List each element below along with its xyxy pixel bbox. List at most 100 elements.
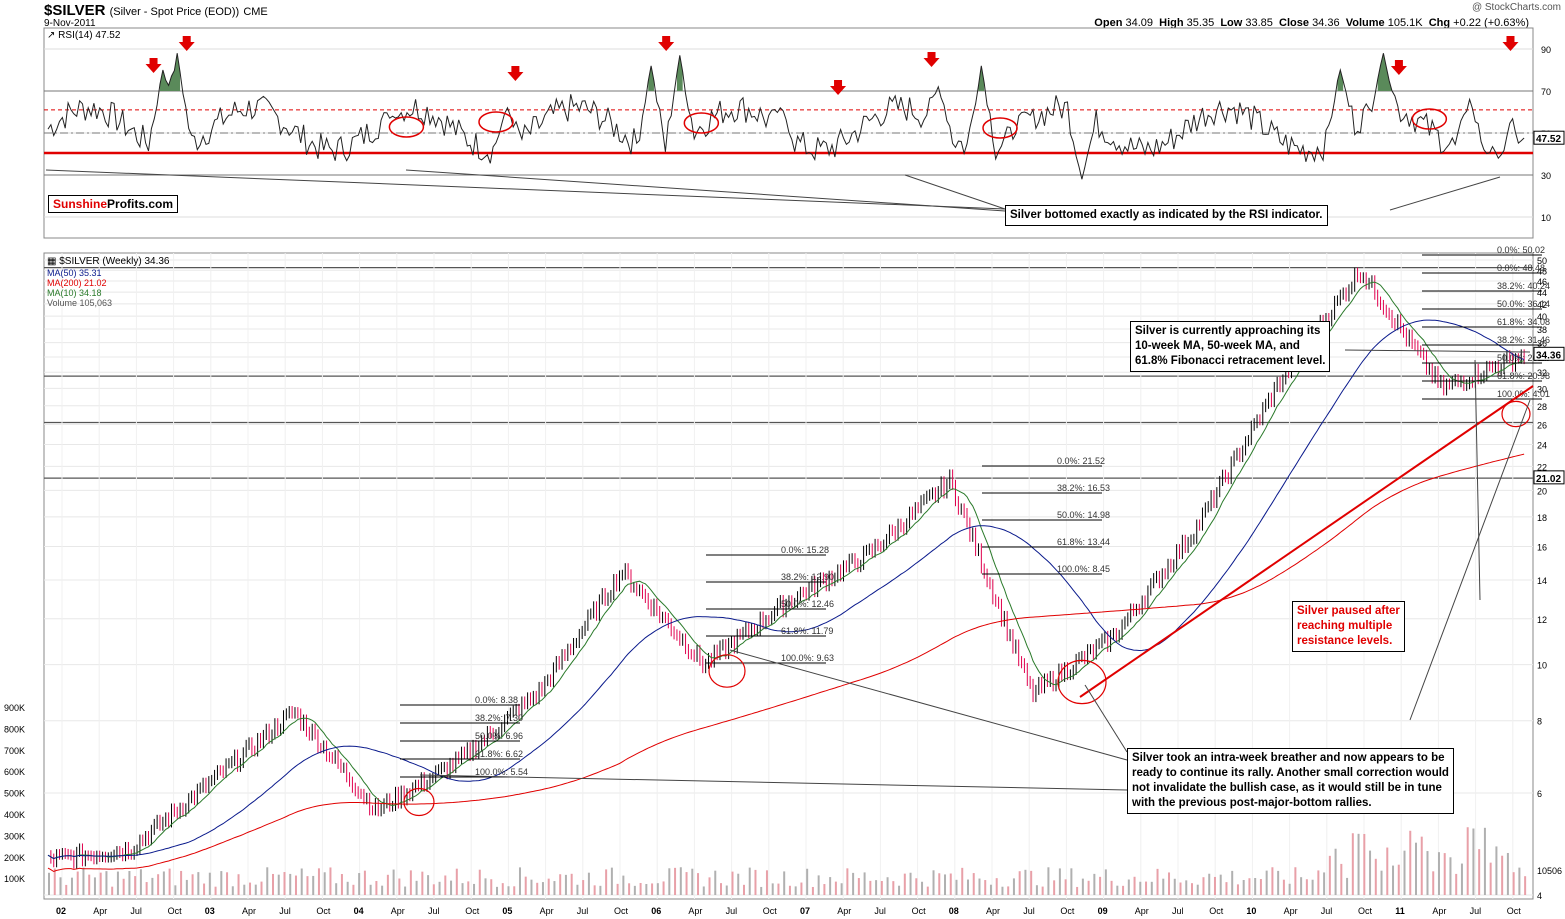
volume-bar bbox=[1070, 868, 1073, 895]
rsi-value-tag: 47.52 bbox=[1536, 134, 1561, 145]
volume-bar bbox=[737, 873, 740, 895]
volume-bar bbox=[720, 883, 723, 895]
volume-bar bbox=[1099, 876, 1102, 895]
x-tick-label: Jul bbox=[1172, 906, 1184, 916]
fibonacci-label: 38.2%: 40.24 bbox=[1497, 281, 1550, 291]
volume-tick-label: 200K bbox=[4, 853, 25, 863]
volume-bar bbox=[1053, 880, 1056, 895]
volume-bar bbox=[1506, 852, 1509, 895]
fibonacci-label: 61.8%: 6.62 bbox=[475, 749, 523, 759]
volume-bar bbox=[857, 878, 860, 895]
volume-bar bbox=[99, 872, 102, 895]
rsi-ellipse-marker bbox=[388, 116, 425, 138]
x-tick-label: Apr bbox=[540, 906, 554, 916]
volume-bar bbox=[1156, 868, 1159, 895]
stockcharts-credit: @ StockCharts.com bbox=[1471, 2, 1561, 13]
x-tick-label: 03 bbox=[205, 906, 215, 916]
annotation-pointer-line bbox=[419, 774, 1128, 791]
volume-bar bbox=[168, 868, 171, 895]
volume-bar bbox=[610, 867, 613, 895]
x-tick-label: Oct bbox=[763, 906, 778, 916]
volume-bar bbox=[214, 886, 217, 895]
volume-bar bbox=[1414, 842, 1417, 895]
red-arrow-icon bbox=[1390, 60, 1407, 75]
volume-bar bbox=[317, 868, 320, 895]
ma200-value-tag: 21.02 bbox=[1536, 474, 1561, 485]
volume-bar bbox=[1104, 869, 1107, 895]
rsi-overbought-fill bbox=[160, 53, 181, 91]
bottom-circle-marker bbox=[1057, 659, 1107, 705]
volume-bar bbox=[409, 870, 412, 895]
x-tick-label: Oct bbox=[1358, 906, 1373, 916]
price-panel-icon: ▦ bbox=[47, 256, 57, 267]
volume-bar bbox=[1294, 867, 1297, 895]
volume-bar bbox=[478, 869, 481, 895]
x-tick-label: Jul bbox=[428, 906, 440, 916]
volume-bar bbox=[691, 868, 694, 895]
volume-bar bbox=[1437, 852, 1440, 895]
annotation-pointer-line bbox=[1474, 359, 1481, 601]
price-tick-label: 10 bbox=[1537, 661, 1547, 671]
volume-bar bbox=[507, 886, 510, 895]
volume-bar bbox=[191, 874, 194, 895]
volume-bar bbox=[702, 886, 705, 895]
rsi-overbought-fill bbox=[648, 65, 654, 91]
volume-bar bbox=[272, 873, 275, 895]
fibonacci-label: 0.0%: 48.48 bbox=[1497, 263, 1545, 273]
volume-bar bbox=[490, 879, 493, 895]
volume-bar bbox=[111, 886, 114, 895]
volume-bar bbox=[570, 873, 573, 895]
volume-bar bbox=[1472, 828, 1475, 895]
volume-bar bbox=[455, 868, 458, 895]
x-tick-label: Apr bbox=[1432, 906, 1446, 916]
volume-bar bbox=[128, 871, 131, 895]
volume-bar bbox=[536, 882, 539, 895]
volume-bar bbox=[151, 877, 154, 895]
volume-bar bbox=[1392, 865, 1395, 895]
volume-bar bbox=[771, 883, 774, 895]
volume-bar bbox=[226, 872, 229, 895]
volume-bar bbox=[921, 881, 924, 895]
volume-bar bbox=[961, 867, 964, 895]
volume-bar bbox=[444, 875, 447, 895]
volume-bar bbox=[639, 882, 642, 895]
volume-bar bbox=[530, 879, 533, 895]
rsi-icon: ↗ bbox=[47, 30, 56, 41]
fibonacci-label: 50.0%: 14.98 bbox=[1057, 510, 1110, 520]
volume-bar bbox=[335, 883, 338, 895]
volume-bar bbox=[1518, 867, 1521, 895]
volume-bar bbox=[840, 883, 843, 895]
bottom-circle-marker bbox=[403, 787, 435, 817]
volume-bar bbox=[898, 885, 901, 895]
price-tick-label: 28 bbox=[1537, 402, 1547, 412]
volume-bar bbox=[800, 882, 803, 895]
volume-bar bbox=[266, 867, 269, 895]
volume-bar bbox=[616, 883, 619, 895]
price-tick-label: 8 bbox=[1537, 717, 1542, 727]
rsi-tick-label: 70 bbox=[1541, 87, 1551, 97]
legend-ma50: MA(50) 35.31 bbox=[47, 268, 102, 278]
volume-bar bbox=[1409, 830, 1412, 895]
volume-bar bbox=[105, 871, 108, 895]
volume-bar bbox=[909, 872, 912, 895]
fibonacci-label: 38.2%: 16.53 bbox=[1057, 483, 1110, 493]
x-tick-label: Jul bbox=[577, 906, 589, 916]
volume-bar bbox=[633, 885, 636, 895]
volume-bar bbox=[823, 884, 826, 895]
x-tick-label: Jul bbox=[279, 906, 291, 916]
volume-bar bbox=[553, 881, 556, 895]
volume-bar bbox=[1380, 870, 1383, 895]
volume-bar bbox=[1018, 871, 1021, 895]
legend-volume: Volume 105,063 bbox=[47, 298, 113, 308]
bottom-circle-marker bbox=[708, 654, 746, 688]
resistance-annotation: Silver paused after reaching multiple re… bbox=[1292, 601, 1405, 652]
red-trendline bbox=[1079, 385, 1534, 698]
volume-bar bbox=[1374, 858, 1377, 895]
volume-bar bbox=[70, 877, 73, 895]
volume-bar bbox=[415, 880, 418, 895]
volume-bar bbox=[679, 867, 682, 895]
volume-bar bbox=[306, 876, 309, 895]
annotation-pointer-line bbox=[729, 649, 1128, 761]
volume-bar bbox=[1369, 850, 1372, 895]
volume-bar bbox=[450, 880, 453, 895]
